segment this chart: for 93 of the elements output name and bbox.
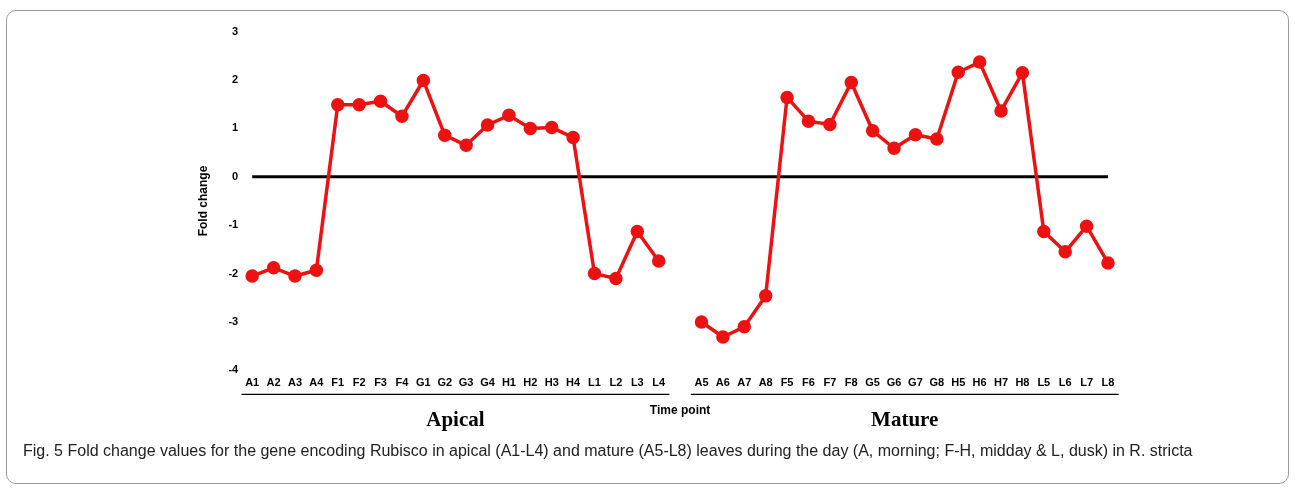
point	[352, 97, 366, 112]
point	[801, 114, 816, 128]
y-axis-title: Fold change	[195, 165, 210, 237]
x-tick-label: H4	[566, 376, 582, 389]
x-tick-label: H2	[523, 376, 538, 389]
point	[1015, 65, 1030, 80]
x-tick-label: H6	[972, 376, 987, 389]
point	[865, 124, 880, 138]
x-tick-label: H8	[1015, 376, 1030, 389]
x-tick-label: A6	[715, 376, 730, 389]
point	[972, 55, 987, 69]
y-tick-label: -2	[228, 266, 239, 279]
point	[459, 138, 473, 153]
x-tick-label: F1	[331, 376, 345, 389]
x-tick-label: G6	[886, 376, 902, 389]
point	[694, 315, 709, 329]
point	[823, 117, 837, 132]
x-tick-label: A3	[287, 376, 302, 389]
y-tick-label: 3	[232, 24, 239, 37]
point	[566, 130, 580, 145]
x-tick-label: G5	[865, 376, 880, 389]
x-tick-label: A5	[694, 376, 709, 389]
caption: Fig. 5 Fold change values for the gene encoding Rubisco in apical (A1-L4) and mature (A5-L8) leaves during the day (A, morning; F-H, midday & L, dusk) in R. stricta	[23, 441, 1194, 461]
point	[951, 65, 965, 80]
y-tick-label: 0	[232, 169, 239, 182]
x-tick-label: F8	[844, 376, 858, 389]
y-tick-label: -3	[228, 315, 239, 328]
x-tick-label: A7	[737, 376, 752, 389]
x-tick-label: H3	[544, 376, 559, 389]
x-tick-label: A2	[266, 376, 281, 389]
point	[502, 108, 516, 123]
y-tick-label: -4	[228, 363, 240, 376]
point	[523, 121, 538, 136]
x-tick-label: F3	[374, 376, 387, 389]
x-tick-label: L7	[1080, 376, 1094, 389]
point	[544, 120, 559, 135]
point	[908, 127, 923, 142]
x-tick-label: L8	[1101, 376, 1115, 389]
x-tick-label: A1	[245, 376, 260, 389]
x-tick-label: H7	[993, 376, 1009, 389]
x-tick-label: L4	[652, 376, 666, 389]
x-tick-label: L3	[630, 376, 644, 389]
point	[651, 254, 666, 268]
point	[437, 128, 452, 142]
x-tick-label: F4	[395, 376, 410, 389]
point	[758, 289, 773, 303]
point	[373, 94, 388, 109]
x-tick-label: A8	[758, 376, 773, 389]
x-axis-title: Time point	[649, 403, 711, 418]
point	[609, 271, 623, 286]
x-tick-label: L2	[609, 376, 623, 389]
y-tick-label: -1	[228, 218, 239, 231]
point	[630, 224, 645, 239]
point	[587, 266, 602, 281]
point	[288, 269, 302, 283]
x-tick-label: G8	[929, 376, 945, 389]
text: Apical	[426, 406, 485, 431]
point	[331, 97, 345, 112]
point	[930, 132, 944, 146]
y-tick-label: 1	[232, 121, 239, 134]
point	[716, 330, 730, 344]
point	[266, 261, 281, 275]
point	[245, 269, 259, 283]
point	[480, 118, 495, 132]
point	[780, 90, 794, 105]
x-tick-label: F5	[780, 376, 794, 389]
x-tick-label: G2	[437, 376, 453, 389]
point	[1058, 245, 1072, 259]
point	[994, 104, 1008, 118]
point	[1101, 256, 1115, 270]
x-tick-label: F7	[823, 376, 837, 389]
x-tick-label: F6	[802, 376, 815, 389]
point	[1037, 224, 1051, 239]
x-tick-label: L1	[588, 376, 601, 389]
x-tick-label: A4	[309, 376, 325, 389]
x-tick-label: H1	[501, 376, 516, 389]
text: Mature	[871, 406, 939, 431]
x-tick-label: G4	[480, 376, 496, 389]
x-tick-label: G3	[458, 376, 474, 389]
point	[416, 73, 431, 88]
x-tick-label: G1	[416, 376, 431, 389]
point	[395, 109, 409, 124]
x-tick-label: H5	[951, 376, 966, 389]
point	[737, 320, 752, 334]
y-tick-label: 2	[232, 73, 239, 86]
x-tick-label: L5	[1037, 376, 1051, 389]
x-tick-label: F2	[352, 376, 366, 389]
x-tick-label: G7	[908, 376, 923, 389]
point	[844, 75, 858, 90]
x-tick-label: L6	[1058, 376, 1072, 389]
point	[887, 141, 901, 155]
point	[309, 263, 324, 277]
point	[1079, 219, 1094, 233]
